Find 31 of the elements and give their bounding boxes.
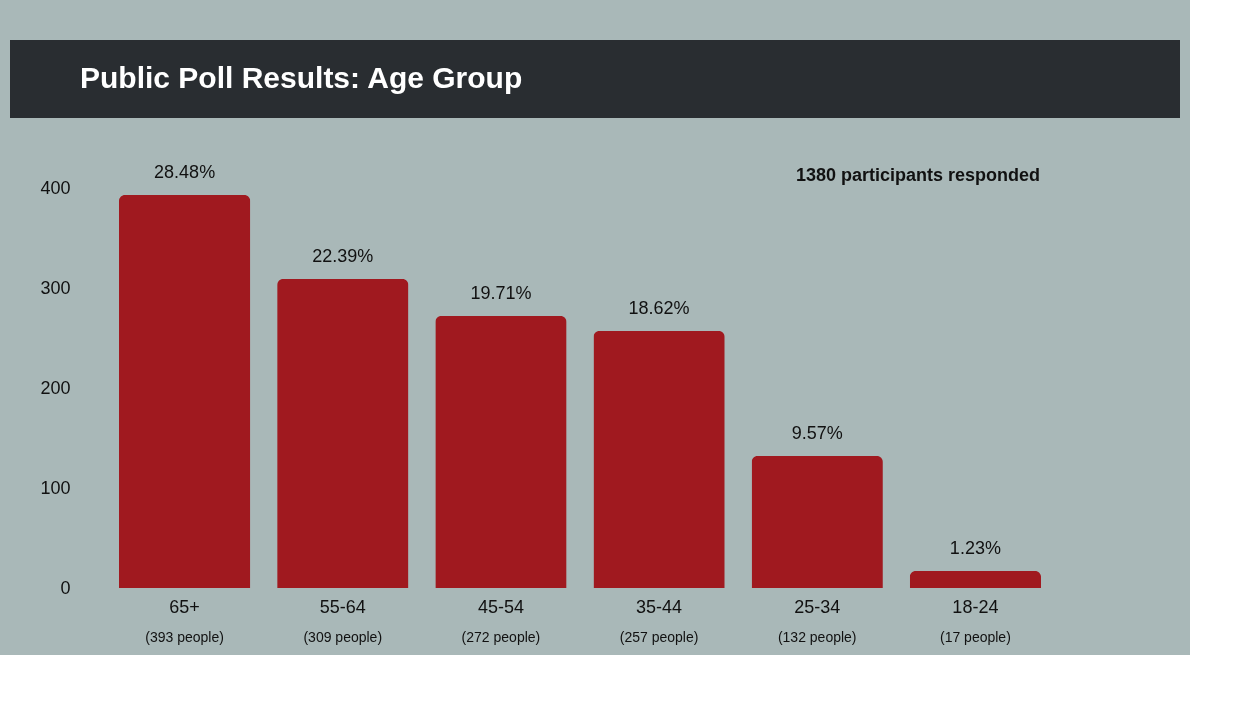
x-tick-label: 35-44 [636, 596, 683, 617]
bar [751, 456, 883, 588]
bar [277, 279, 409, 588]
y-tick-label: 200 [40, 377, 71, 398]
y-tick-label: 400 [40, 177, 71, 198]
data-label: (132 people) [777, 629, 857, 645]
data-label: (17 people) [939, 629, 1011, 645]
y-tick-label: 100 [40, 477, 71, 498]
y-tick-label: 0 [60, 577, 71, 598]
data-label: (309 people) [303, 629, 383, 645]
annotation: 18.62% [628, 298, 690, 318]
annotation: 22.39% [312, 246, 374, 266]
x-tick-label: 65+ [169, 596, 200, 617]
bar [435, 316, 567, 588]
annotation: 28.48% [154, 162, 216, 182]
x-tick-label: 55-64 [319, 596, 366, 617]
annotation: 1.23% [949, 538, 1001, 558]
annotation: 9.57% [791, 423, 843, 443]
x-tick-label: 18-24 [952, 596, 999, 617]
bar [118, 195, 251, 588]
text: 1380 participants responded [795, 165, 1040, 185]
bar [909, 571, 1042, 588]
annotation: 19.71% [470, 283, 532, 303]
data-label: (257 people) [619, 629, 699, 645]
bar [593, 331, 725, 588]
y-tick-label: 300 [40, 277, 71, 298]
data-label: (393 people) [145, 629, 224, 645]
x-tick-label: 45-54 [477, 596, 524, 617]
data-label: (272 people) [461, 629, 541, 645]
x-tick-label: 25-34 [794, 596, 841, 617]
chart-title: Public Poll Results: Age Group [80, 61, 523, 94]
